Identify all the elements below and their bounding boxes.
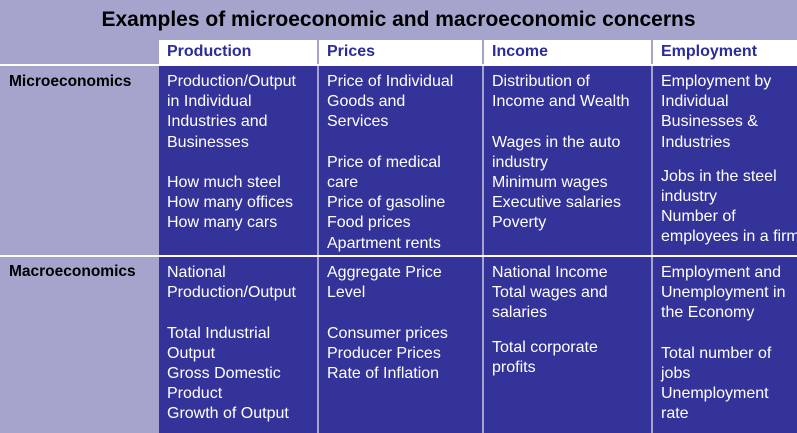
cell-line: Services [327, 113, 389, 131]
cell-line [492, 324, 651, 338]
cell-line: Production/Output [167, 284, 296, 302]
cell-line: jobs [661, 364, 691, 382]
row-label-microeconomics: Microeconomics [9, 73, 132, 90]
cell-line: Industries and [167, 113, 268, 131]
cell-line: Wages in the auto [492, 133, 621, 151]
cell-line [327, 133, 482, 153]
cell-line [327, 303, 482, 323]
cell-line: Level [327, 284, 366, 302]
cell-line [661, 153, 797, 167]
cell-line: Goods and [327, 93, 406, 111]
cell-micro-production: Production/Output in Individual Industri… [159, 66, 317, 255]
cell-line: the Economy [661, 304, 755, 322]
cell-line: Output [167, 344, 216, 362]
cell-line: industry [492, 153, 549, 171]
cell-macro-employment: Employment and Unemployment in the Econo… [653, 257, 797, 433]
cell-line: Income and Wealth [492, 93, 630, 111]
cell-line: Executive salaries [492, 194, 621, 212]
row-label-macroeconomics: Macroeconomics [9, 263, 136, 280]
cell-line: How many cars [167, 214, 278, 232]
cell-micro-income: Distribution of Income and Wealth Wages … [484, 66, 651, 255]
cell-line: Industries [661, 133, 731, 151]
page-title: Examples of microeconomic and macroecono… [101, 8, 696, 31]
cell-line: Total Industrial [167, 324, 271, 342]
cell-line: Unemployment in [661, 284, 786, 302]
cell-line: Unemployment [661, 385, 769, 403]
cell-line: Aggregate Price [327, 264, 442, 281]
cell-line: Poverty [492, 214, 547, 232]
cell-line: Production/Output [167, 73, 296, 90]
cell-line: Rate of Inflation [327, 365, 440, 382]
cell-line: Price of Individual [327, 73, 454, 90]
cell-micro-prices: Price of Individual Goods and Services P… [319, 66, 482, 255]
cell-line: Minimum wages [492, 174, 608, 191]
column-header-prices: Prices [319, 40, 482, 64]
cell-line: Consumer prices [327, 324, 448, 342]
cell-line: rate [661, 405, 689, 423]
cell-macro-income: National Income Total wages and salaries… [484, 257, 651, 433]
cell-line: industry [661, 187, 718, 205]
cell-line: in Individual [167, 93, 252, 111]
cell-line: Businesses [167, 133, 249, 151]
cell-line: National [167, 264, 226, 281]
cell-line: Apartment rents [327, 234, 441, 252]
cell-line: How much steel [167, 174, 281, 191]
cell-line: Growth of Output [167, 405, 289, 423]
cell-line [167, 303, 317, 323]
cell-line: Individual [661, 93, 729, 111]
cell-line: Distribution of [492, 73, 590, 90]
cell-line: Number of [661, 208, 736, 226]
cell-line: profits [492, 358, 536, 376]
cell-line [167, 153, 317, 173]
cell-line: National Income [492, 264, 608, 281]
row-divider [0, 64, 797, 66]
cell-macro-production: National Production/Output Total Industr… [159, 257, 317, 433]
cell-line: Employment by [661, 73, 772, 90]
cell-line: Total corporate [492, 338, 598, 356]
cell-micro-employment: Employment by Individual Businesses & In… [653, 66, 797, 255]
column-header-income: Income [484, 40, 651, 64]
cell-line: Food prices [327, 214, 411, 232]
cell-line: Jobs in the steel [661, 167, 777, 185]
cell-line: Employment and [661, 264, 782, 281]
row-divider [0, 255, 797, 257]
cell-line: How many offices [167, 194, 293, 212]
cell-line: Price of gasoline [327, 194, 446, 212]
cell-line: Producer Prices [327, 344, 441, 362]
cell-line: Product [167, 385, 223, 403]
cell-line: Price of medical [327, 153, 441, 171]
cell-line [492, 112, 651, 132]
cell-line: Total number of [661, 344, 772, 362]
column-header-production: Production [159, 40, 317, 64]
cell-line: Gross Domestic [167, 365, 281, 382]
cell-macro-prices: Aggregate Price Level Consumer prices Pr… [319, 257, 482, 433]
cell-line: employees in a firm [661, 228, 797, 246]
cell-line: salaries [492, 304, 548, 322]
cell-line: Total wages and [492, 284, 608, 302]
cell-line [661, 324, 797, 344]
column-header-employment: Employment [653, 40, 797, 64]
cell-line: Businesses & [661, 113, 758, 131]
cell-line: care [327, 174, 359, 191]
